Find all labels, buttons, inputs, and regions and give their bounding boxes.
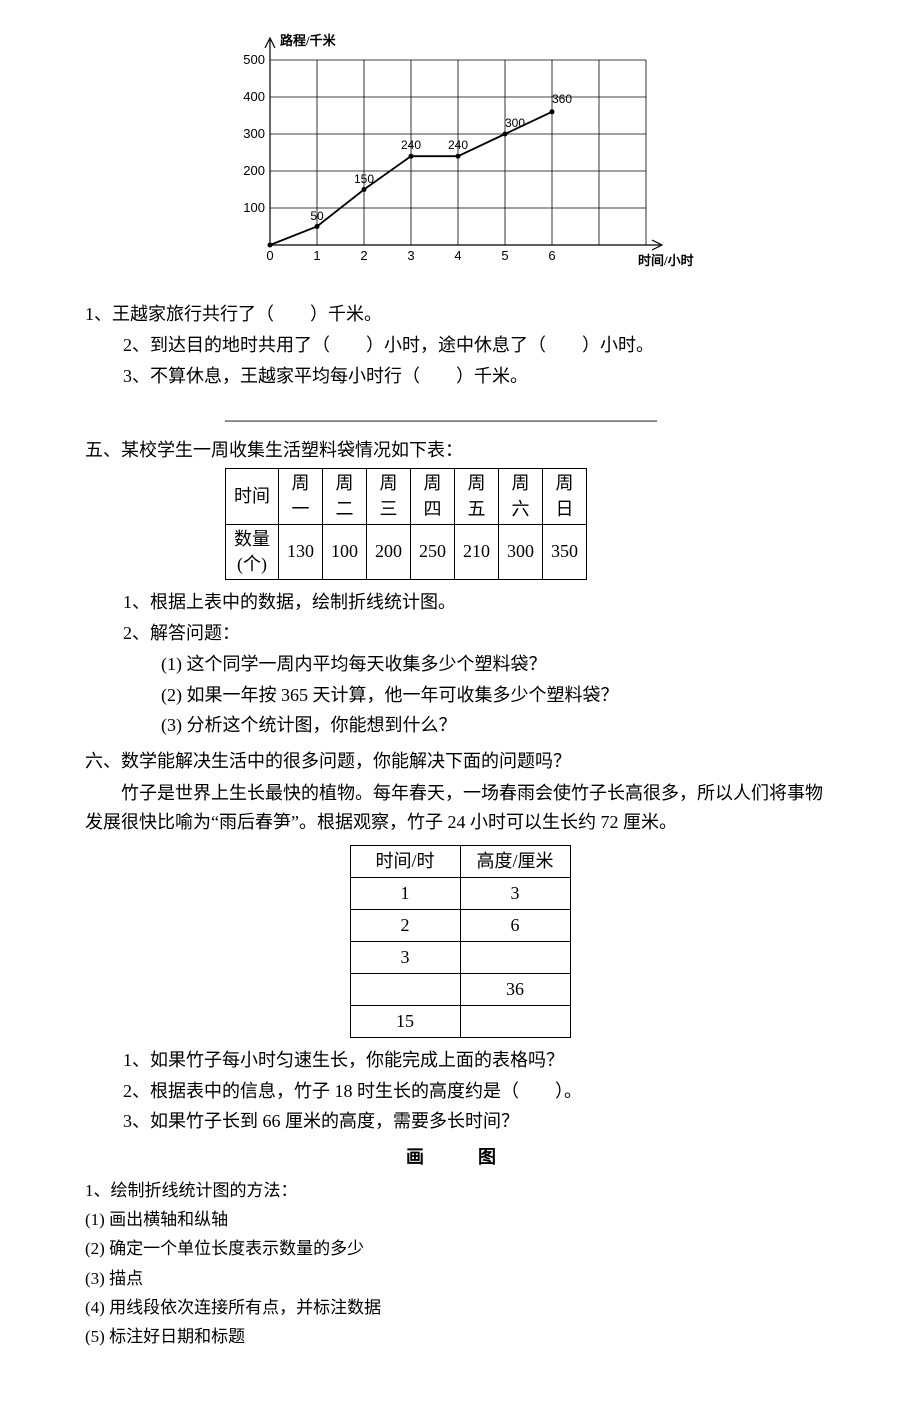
section5-sub3: (3) 分析这个统计图，你能想到什么？ (161, 711, 835, 740)
section5-q2: 2、解答问题： (85, 619, 835, 648)
table-cell: 250 (411, 524, 455, 579)
drawing-step: (1) 画出横轴和纵轴 (85, 1206, 835, 1233)
svg-text:300: 300 (505, 116, 525, 130)
bamboo-cell (460, 1005, 570, 1037)
svg-text:2: 2 (360, 248, 367, 263)
table-cell: 300 (499, 524, 543, 579)
svg-text:300: 300 (243, 126, 265, 141)
section6-q2: 2、根据表中的信息，竹子 18 时生长的高度约是（ ）。 (85, 1077, 835, 1106)
bamboo-cell: 36 (460, 973, 570, 1005)
svg-text:240: 240 (401, 138, 421, 152)
svg-text:3: 3 (407, 248, 414, 263)
section5-q1: 1、根据上表中的数据，绘制折线统计图。 (85, 588, 835, 617)
chart-y-label: 路程/千米 (280, 33, 337, 48)
drawing-intro: 1、绘制折线统计图的方法： (85, 1177, 835, 1204)
section6-title: 六、数学能解决生活中的很多问题，你能解决下面的问题吗？ (85, 748, 835, 775)
svg-text:0: 0 (266, 248, 273, 263)
section5-title: 五、某校学生一周收集生活塑料袋情况如下表： (85, 437, 835, 464)
section6-paragraph: 竹子是世界上生长最快的植物。每年春天，一场春雨会使竹子长高很多，所以人们将事物发… (85, 779, 835, 837)
svg-text:6: 6 (548, 248, 555, 263)
q1-text-3: 3、不算休息，王越家平均每小时行（ ）千米。 (85, 362, 835, 391)
bamboo-cell: 15 (350, 1005, 460, 1037)
table-col: 周一 (279, 469, 323, 524)
bamboo-cell: 3 (460, 877, 570, 909)
q1-text: 1、王越家旅行共行了（ ）千米。 (85, 300, 835, 329)
chart-x-label: 时间/小时 (638, 253, 694, 268)
drawing-step: (3) 描点 (85, 1265, 835, 1292)
table-cell: 210 (455, 524, 499, 579)
bamboo-header: 高度/厘米 (460, 845, 570, 877)
section5-sub1: (1) 这个同学一周内平均每天收集多少个塑料袋？ (161, 650, 835, 679)
q1-text-2: 2、到达目的地时共用了（ ）小时，途中休息了（ ）小时。 (85, 331, 835, 360)
svg-text:400: 400 (243, 89, 265, 104)
bamboo-cell: 6 (460, 909, 570, 941)
separator-line: ________________________________________… (225, 400, 835, 427)
svg-text:200: 200 (243, 163, 265, 178)
table-header-time: 时间 (226, 469, 279, 524)
table-col: 周六 (499, 469, 543, 524)
svg-text:360: 360 (552, 92, 572, 106)
svg-text:100: 100 (243, 200, 265, 215)
bamboo-header: 时间/时 (350, 845, 460, 877)
svg-text:1: 1 (313, 248, 320, 263)
svg-text:4: 4 (454, 248, 461, 263)
drawing-step: (5) 标注好日期和标题 (85, 1323, 835, 1350)
bamboo-cell (460, 941, 570, 973)
svg-text:50: 50 (310, 209, 324, 223)
bamboo-cell: 1 (350, 877, 460, 909)
section6-q1: 1、如果竹子每小时匀速生长，你能完成上面的表格吗？ (85, 1046, 835, 1075)
bamboo-table: 时间/时 高度/厘米 1 3 2 6 3 36 15 (350, 845, 571, 1038)
chart-container: 0 1 2 3 4 5 6 100 200 300 400 500 路程/千米 … (85, 30, 835, 280)
table-cell: 350 (543, 524, 587, 579)
section5-sub2: (2) 如果一年按 365 天计算，他一年可收集多少个塑料袋？ (161, 681, 835, 710)
table-col: 周二 (323, 469, 367, 524)
table-col: 周四 (411, 469, 455, 524)
table-cell: 200 (367, 524, 411, 579)
table-cell: 100 (323, 524, 367, 579)
bamboo-cell: 3 (350, 941, 460, 973)
bamboo-cell (350, 973, 460, 1005)
line-chart: 0 1 2 3 4 5 6 100 200 300 400 500 路程/千米 … (220, 30, 700, 280)
bamboo-cell: 2 (350, 909, 460, 941)
svg-text:240: 240 (448, 138, 468, 152)
table-row-label: 数量(个) (226, 524, 279, 579)
drawing-step: (2) 确定一个单位长度表示数量的多少 (85, 1235, 835, 1262)
table-col: 周三 (367, 469, 411, 524)
table-col: 周日 (543, 469, 587, 524)
table-col: 周五 (455, 469, 499, 524)
svg-text:500: 500 (243, 52, 265, 67)
table-cell: 130 (279, 524, 323, 579)
svg-text:150: 150 (354, 172, 374, 186)
section5-table: 时间 周一 周二 周三 周四 周五 周六 周日 数量(个) 130 100 20… (225, 468, 587, 580)
svg-text:5: 5 (501, 248, 508, 263)
drawing-title: 画 图 (85, 1144, 835, 1171)
drawing-step: (4) 用线段依次连接所有点，并标注数据 (85, 1294, 835, 1321)
section6-q3: 3、如果竹子长到 66 厘米的高度，需要多长时间？ (85, 1107, 835, 1136)
